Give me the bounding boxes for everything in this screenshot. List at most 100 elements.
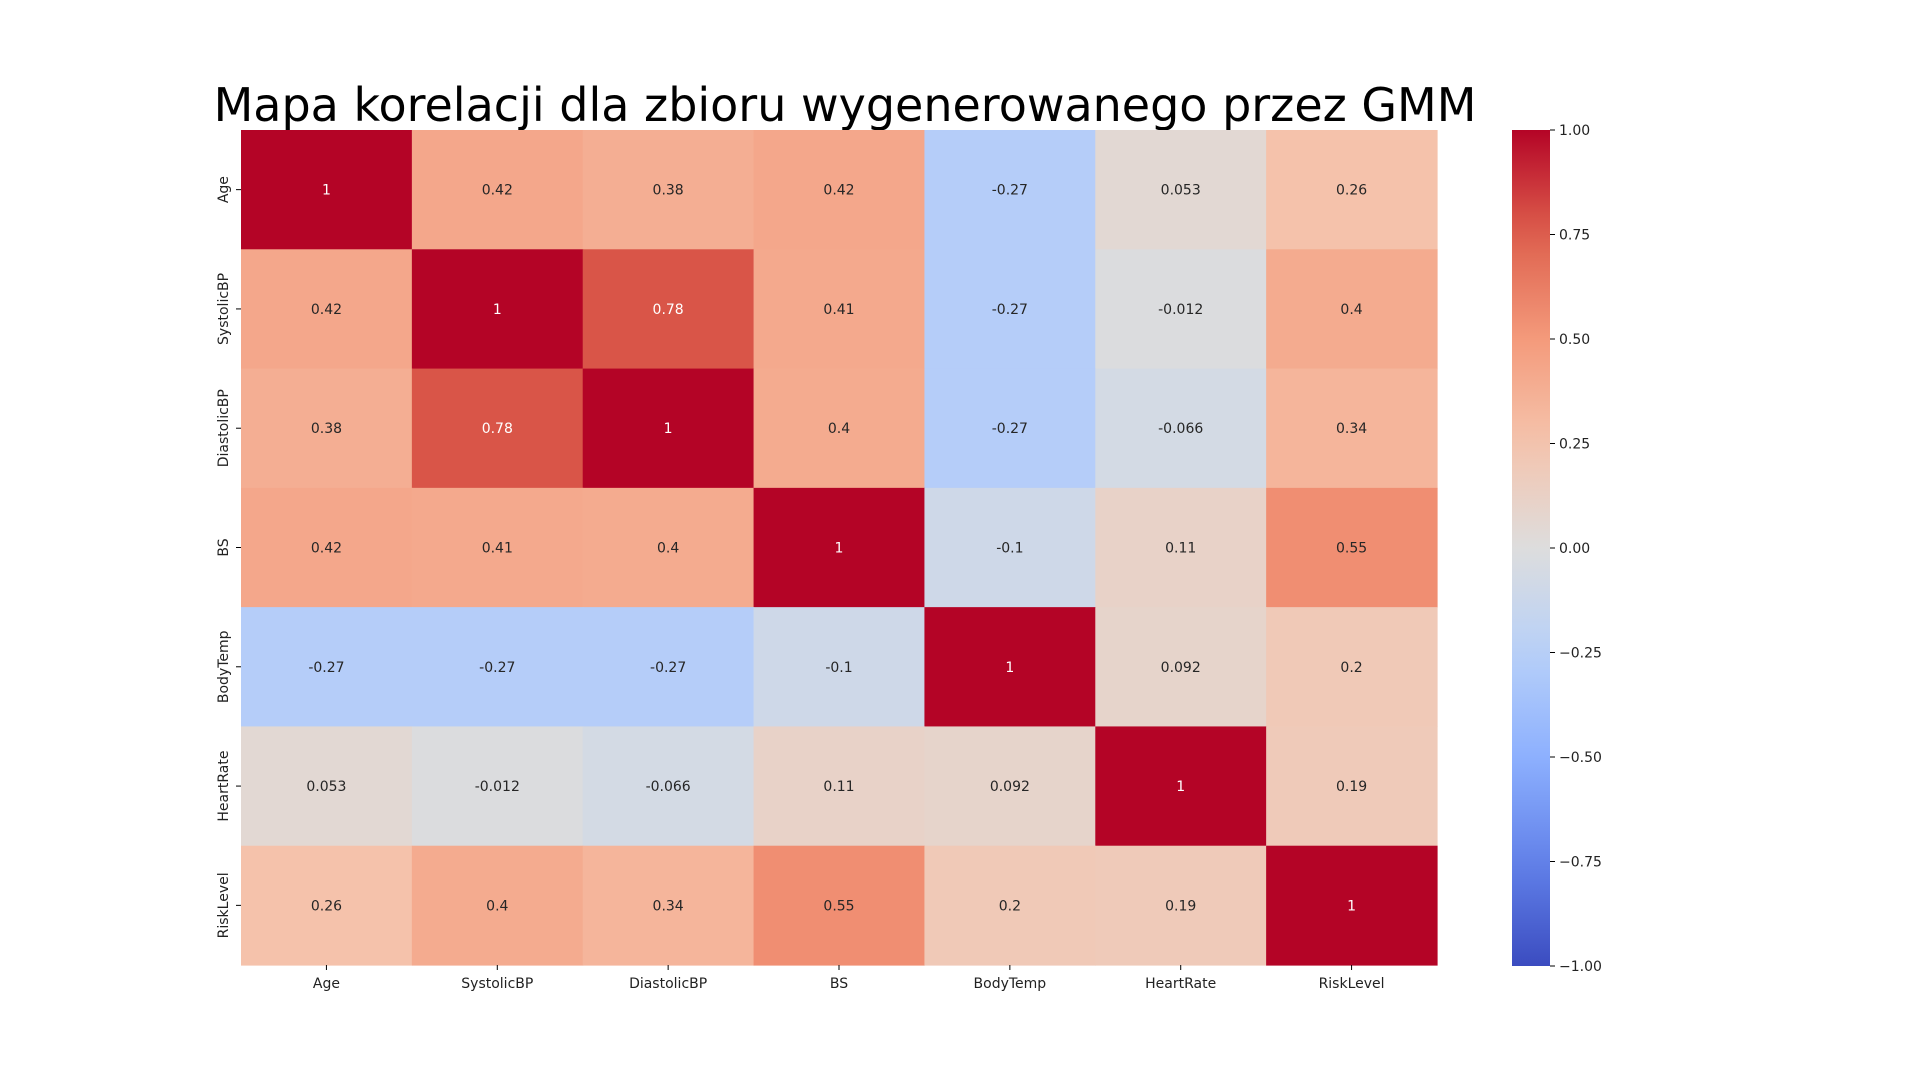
cell-value-label: 1 — [493, 302, 502, 318]
x-tick-label: BS — [830, 976, 848, 992]
x-tick-label: DiastolicBP — [629, 976, 707, 992]
heatmap-cell — [753, 726, 926, 847]
cell-value-label: 0.55 — [1336, 541, 1367, 557]
heatmap-cell — [924, 368, 1096, 489]
cell-value-label: 0.053 — [306, 779, 346, 795]
heatmap-cells — [241, 130, 1438, 966]
heatmap-cell — [1266, 249, 1438, 370]
heatmap-cell — [582, 130, 755, 250]
heatmap-cell — [411, 130, 584, 250]
cell-value-label: 0.053 — [1161, 183, 1201, 199]
heatmap-cell — [1095, 845, 1267, 966]
heatmap-cell — [924, 130, 1096, 250]
cell-value-label: 0.19 — [1336, 779, 1367, 795]
cell-value-label: 1 — [1176, 779, 1185, 795]
x-axis: Age SystolicBP DiastolicBP BS BodyTemp HeartR… — [313, 965, 1385, 992]
heatmap-cell — [582, 726, 755, 847]
y-tick-label: HeartRate — [216, 751, 232, 822]
heatmap-cell — [411, 249, 584, 370]
cell-value-label: 0.42 — [482, 183, 513, 199]
cell-value-label: 0.092 — [1161, 660, 1201, 676]
chart-title: Mapa korelacji dla zbioru wygenerowanego… — [214, 78, 1477, 132]
colorbar-tick-label: 0.50 — [1559, 332, 1590, 348]
cell-value-label: 1 — [1347, 898, 1356, 914]
cell-value-label: 0.38 — [311, 421, 342, 437]
heatmap-cell — [924, 726, 1096, 847]
colorbar: 1.00 0.75 0.50 0.25 0.00 −0.25 −0.50 −0.75 −1.00 — [1512, 123, 1602, 975]
cell-value-label: -0.27 — [992, 183, 1028, 199]
cell-value-label: 0.2 — [1340, 660, 1362, 676]
cell-value-label: -0.27 — [650, 660, 686, 676]
heatmap-cell — [1266, 130, 1438, 250]
cell-value-label: 0.11 — [823, 779, 854, 795]
cell-value-label: 0.41 — [823, 302, 854, 318]
cell-value-label: 0.78 — [653, 302, 684, 318]
heatmap-cell — [753, 368, 926, 489]
heatmap-cell — [241, 368, 413, 489]
x-tick-label: RiskLevel — [1319, 976, 1385, 992]
heatmap-cell — [411, 845, 584, 966]
y-tick-label: BS — [216, 538, 232, 556]
heatmap-cell — [411, 726, 584, 847]
heatmap-cell — [241, 249, 413, 370]
y-tick-label: BodyTemp — [216, 630, 232, 703]
heatmap-cell — [582, 607, 755, 728]
heatmap-cell — [582, 487, 755, 608]
cell-value-label: -0.066 — [1158, 421, 1203, 437]
cell-value-label: -0.012 — [1158, 302, 1203, 318]
x-tick-label: Age — [313, 976, 340, 992]
y-tick-label: SystolicBP — [216, 273, 232, 345]
colorbar-tick-label: 0.00 — [1559, 541, 1590, 557]
y-tick-label: DiastolicBP — [216, 389, 232, 467]
colorbar-tick-label: −1.00 — [1559, 959, 1602, 975]
cell-value-label: 0.38 — [653, 183, 684, 199]
y-axis: Age SystolicBP DiastolicBP BS BodyTemp HeartR… — [216, 176, 241, 938]
cell-value-label: 1 — [835, 541, 844, 557]
cell-value-label: 0.2 — [999, 898, 1021, 914]
colorbar-tick-label: 0.25 — [1559, 437, 1590, 453]
heatmap-cell — [753, 130, 926, 250]
heatmap-cell — [924, 845, 1096, 966]
cell-value-label: 0.4 — [1340, 302, 1362, 318]
heatmap-cell — [753, 845, 926, 966]
heatmap-cell — [1266, 487, 1438, 608]
cell-value-label: -0.27 — [992, 421, 1028, 437]
heatmap-cell — [1266, 607, 1438, 728]
heatmap-cell — [1095, 607, 1267, 728]
heatmap-cell — [924, 249, 1096, 370]
heatmap-cell — [582, 249, 755, 370]
x-tick-label: BodyTemp — [974, 976, 1047, 992]
cell-value-label: 0.34 — [653, 898, 684, 914]
heatmap-cell — [582, 845, 755, 966]
colorbar-tick-label: 0.75 — [1559, 228, 1590, 244]
heatmap-cell — [241, 130, 413, 250]
heatmap-cell — [924, 607, 1096, 728]
heatmap-cell — [753, 487, 926, 608]
cell-value-label: 0.41 — [482, 541, 513, 557]
heatmap-cell-labels: 1 0.42 0.38 0.42 -0.27 0.053 0.260.42 1 0.78 0.41… — [306, 183, 1367, 915]
heatmap-cell — [924, 487, 1096, 608]
cell-value-label: 1 — [664, 421, 673, 437]
heatmap-cell — [753, 607, 926, 728]
cell-value-label: 0.42 — [311, 541, 342, 557]
cell-value-label: 0.26 — [311, 898, 342, 914]
cell-value-label: 1 — [322, 183, 331, 199]
heatmap-cell — [411, 368, 584, 489]
colorbar-tick-label: −0.50 — [1559, 750, 1602, 766]
x-tick-label: SystolicBP — [461, 976, 533, 992]
heatmap-cell — [1095, 368, 1267, 489]
x-tick-label: HeartRate — [1145, 976, 1216, 992]
y-tick-label: RiskLevel — [216, 872, 232, 938]
colorbar-tick-label: −0.75 — [1559, 855, 1602, 871]
heatmap-cell — [1266, 845, 1438, 966]
heatmap-cell — [1095, 487, 1267, 608]
heatmap-cell — [753, 249, 926, 370]
heatmap-cell — [241, 845, 413, 966]
heatmap-cell — [582, 368, 755, 489]
heatmap-cell — [411, 607, 584, 728]
heatmap-cell — [1095, 249, 1267, 370]
cell-value-label: -0.012 — [475, 779, 520, 795]
heatmap-cell — [241, 607, 413, 728]
cell-value-label: -0.27 — [479, 660, 515, 676]
